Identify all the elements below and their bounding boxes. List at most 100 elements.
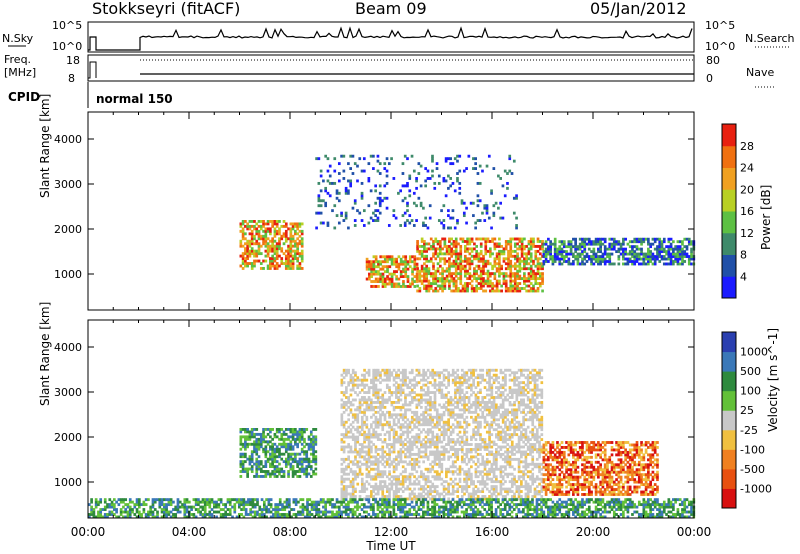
- echo-cell: [397, 401, 400, 404]
- nave-label: Nave: [746, 66, 774, 79]
- echo-cell: [342, 460, 346, 464]
- echo-cell: [507, 257, 510, 261]
- echo-cell: [538, 282, 542, 285]
- echo-cell: [354, 457, 357, 461]
- echo-cell: [447, 398, 450, 402]
- echo-cell: [300, 467, 304, 471]
- echo-cell: [451, 410, 455, 414]
- echo-cell: [374, 462, 378, 466]
- echo-cell: [460, 388, 464, 392]
- echo-cell: [515, 450, 519, 454]
- echo-cell: [517, 391, 521, 394]
- echo-cell: [599, 245, 602, 249]
- echo-cell: [488, 452, 491, 456]
- echo-cell: [486, 277, 490, 281]
- echo-cell: [289, 457, 293, 461]
- echo-cell: [275, 254, 279, 258]
- echo-cell: [271, 264, 274, 268]
- echo-cell: [246, 435, 249, 439]
- echo-cell: [337, 199, 341, 203]
- echo-cell: [358, 408, 362, 412]
- echo-cell: [465, 452, 469, 456]
- echo-cell: [560, 250, 564, 254]
- echo-cell: [395, 423, 398, 427]
- echo-cell: [624, 252, 627, 256]
- echo-cell: [239, 428, 243, 431]
- echo-cell: [360, 480, 364, 484]
- echo-cell: [417, 401, 421, 404]
- echo-cell: [372, 460, 375, 464]
- echo-cell: [456, 467, 460, 471]
- echo-cell: [672, 262, 675, 266]
- echo-cell: [374, 396, 378, 399]
- echo-cell: [467, 460, 471, 464]
- echo-cell: [515, 413, 519, 417]
- echo-cell: [376, 159, 380, 163]
- echo-cell: [474, 157, 477, 161]
- echo-cell: [441, 257, 444, 261]
- echo-cell: [509, 259, 513, 263]
- echo-cell: [497, 393, 500, 397]
- echo-cell: [387, 224, 391, 227]
- echo-cell: [351, 487, 355, 491]
- echo-cell: [340, 470, 344, 474]
- echo-cell: [392, 214, 396, 218]
- echo-cell: [289, 222, 293, 226]
- echo-cell: [374, 214, 378, 218]
- echo-cell: [470, 237, 474, 241]
- echo-cell: [534, 249, 538, 253]
- echo-cell: [383, 378, 387, 382]
- echo-cell: [522, 475, 525, 479]
- echo-cell: [499, 455, 503, 459]
- echo-cell: [307, 447, 311, 451]
- echo-cell: [319, 174, 323, 178]
- echo-cell: [660, 247, 664, 251]
- echo-cell: [312, 457, 315, 461]
- echo-cell: [522, 445, 525, 449]
- echo-cell: [490, 401, 494, 404]
- echo-cell: [244, 452, 247, 456]
- echo-cell: [583, 240, 587, 244]
- echo-cell: [284, 447, 288, 451]
- echo-cell: [317, 196, 321, 200]
- echo-cell: [399, 457, 403, 461]
- echo-cell: [360, 425, 364, 429]
- echo-cell: [294, 229, 297, 233]
- echo-cell: [433, 470, 437, 474]
- echo-cell: [278, 437, 281, 441]
- echo-cell: [622, 250, 625, 254]
- echo-cell: [658, 260, 662, 263]
- echo-cell: [278, 428, 281, 431]
- echo-cell: [422, 398, 425, 402]
- echo-cell: [426, 423, 430, 427]
- echo-cell: [536, 240, 540, 243]
- echo-cell: [508, 386, 512, 390]
- echo-cell: [349, 445, 353, 449]
- echo-cell: [401, 371, 405, 375]
- echo-cell: [368, 272, 371, 276]
- echo-cell: [513, 492, 516, 496]
- echo-cell: [532, 274, 535, 278]
- echo-cell: [358, 378, 362, 382]
- echo-cell: [404, 475, 407, 479]
- echo-cell: [483, 219, 487, 222]
- echo-cell: [255, 249, 259, 253]
- echo-cell: [374, 477, 378, 481]
- echo-cell: [239, 465, 243, 468]
- echo-cell: [456, 495, 460, 498]
- echo-cell: [447, 391, 450, 394]
- echo-cell: [259, 267, 263, 270]
- echo-cell: [399, 438, 403, 441]
- echo-cell: [376, 378, 380, 382]
- echo-cell: [374, 368, 378, 372]
- echo-cell: [244, 247, 247, 251]
- echo-cell: [349, 179, 353, 183]
- echo-cell: [476, 420, 480, 424]
- echo-cell: [510, 425, 514, 429]
- echo-cell: [476, 219, 480, 222]
- echo-cell: [250, 452, 254, 456]
- echo-cell: [513, 452, 516, 456]
- echo-cell: [393, 285, 396, 288]
- echo-cell: [449, 415, 453, 419]
- echo-cell: [647, 250, 650, 254]
